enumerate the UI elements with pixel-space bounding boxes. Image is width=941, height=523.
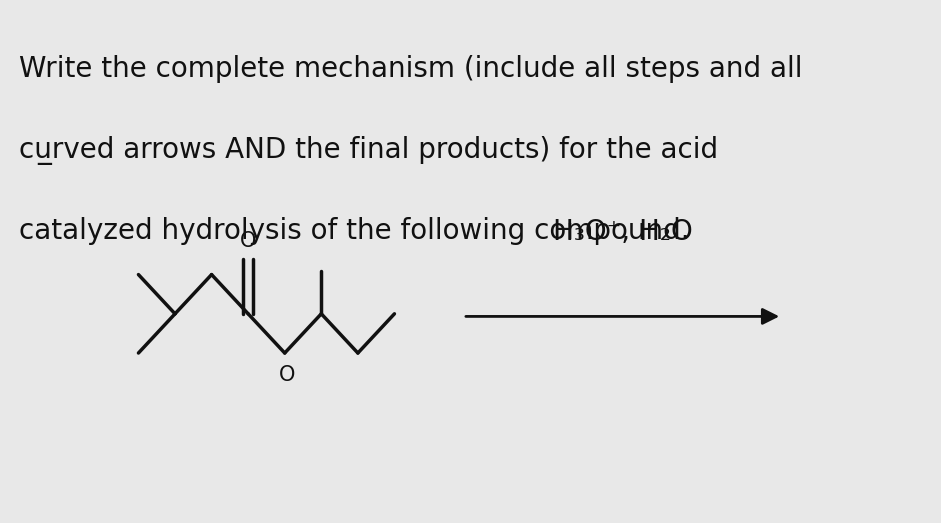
Text: O: O: [279, 365, 295, 384]
Text: Write the complete mechanism (include all steps and all: Write the complete mechanism (include al…: [19, 55, 803, 83]
Text: O: O: [240, 231, 256, 251]
Text: cu̲rved arrows AND the final products) for the acid: cu̲rved arrows AND the final products) f…: [19, 136, 718, 165]
Text: catalyzed hydrolysis of the following compound.: catalyzed hydrolysis of the following co…: [19, 217, 690, 245]
Text: H₃O⁺, H₂O: H₃O⁺, H₂O: [552, 218, 693, 246]
